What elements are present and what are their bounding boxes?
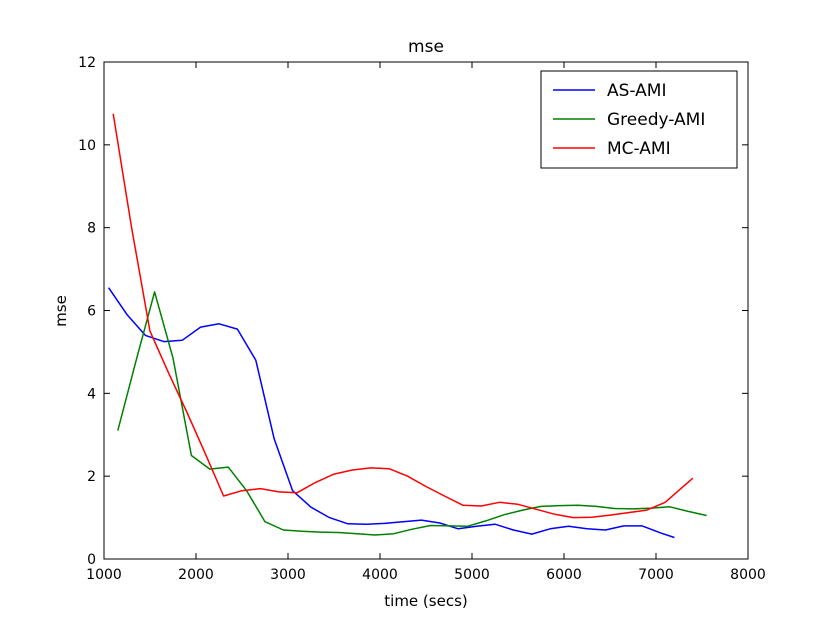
- x-tick-label: 6000: [546, 567, 582, 583]
- chart-title: mse: [408, 37, 444, 57]
- legend-label-mc-ami: MC-AMI: [607, 139, 671, 159]
- legend-label-as-ami: AS-AMI: [607, 81, 667, 101]
- y-axis-label: mse: [52, 295, 70, 327]
- x-tick-label: 5000: [454, 567, 490, 583]
- x-axis-label: time (secs): [384, 592, 467, 610]
- axis-ticks: 1000 2000 3000 4000 5000 6000 7000 8000 0 2 4 6 8 10 1…: [78, 55, 766, 583]
- y-tick-label: 0: [87, 552, 96, 568]
- legend: AS-AMI Greedy-AMI MC-AMI: [540, 70, 738, 169]
- x-tick-label: 2000: [178, 567, 214, 583]
- series-line-mc-ami: [112, 113, 694, 519]
- x-tick-label: 8000: [730, 567, 766, 583]
- y-tick-label: 2: [87, 469, 96, 485]
- series-lines: [107, 113, 707, 539]
- y-tick-label: 8: [87, 221, 96, 237]
- y-tick-label: 6: [87, 304, 96, 320]
- series-line-as-ami: [107, 287, 675, 539]
- y-tick-label: 4: [87, 386, 96, 402]
- legend-label-greedy-ami: Greedy-AMI: [607, 110, 705, 130]
- series-line-greedy-ami: [117, 291, 707, 536]
- x-tick-label: 1000: [86, 567, 122, 583]
- y-tick-label: 10: [78, 138, 96, 154]
- x-tick-label: 4000: [362, 567, 398, 583]
- y-tick-label: 12: [78, 55, 96, 71]
- x-tick-label: 7000: [638, 567, 674, 583]
- x-tick-label: 3000: [270, 567, 306, 583]
